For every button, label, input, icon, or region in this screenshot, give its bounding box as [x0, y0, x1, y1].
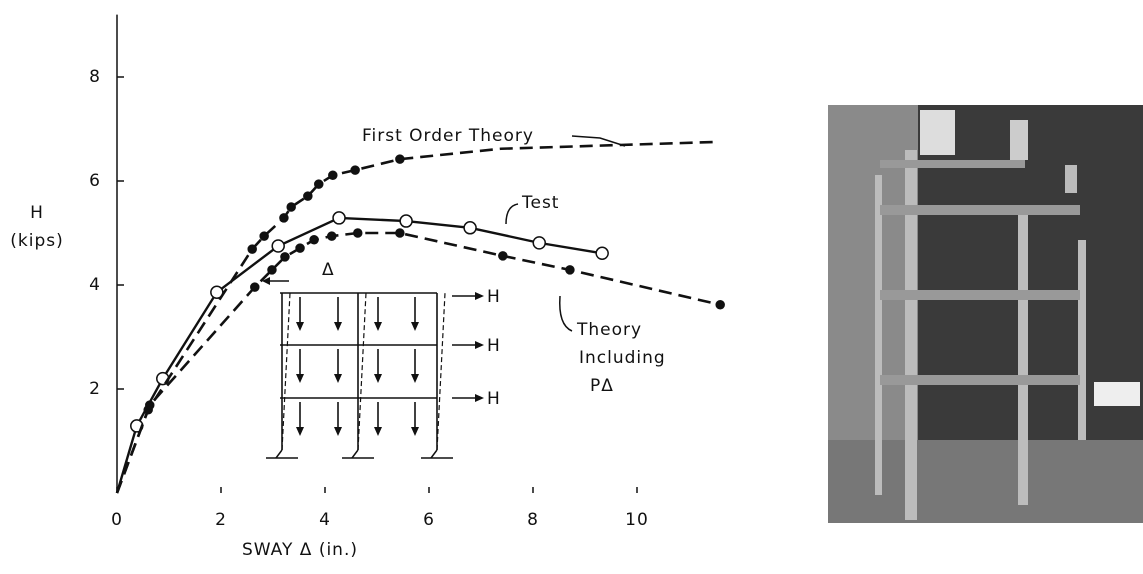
data-point — [533, 237, 545, 249]
y-tick-label: 6 — [89, 171, 101, 191]
data-point — [566, 266, 574, 274]
y-tick-label: 2 — [89, 379, 101, 399]
data-point — [304, 192, 312, 200]
data-point — [396, 155, 404, 163]
data-point — [464, 222, 476, 234]
series-line — [117, 218, 602, 493]
data-point — [596, 247, 608, 259]
delta-label: Δ — [322, 260, 335, 280]
frame-diagram: Δ H H H — [262, 260, 501, 458]
data-point — [310, 236, 318, 244]
x-tick-label: 0 — [111, 510, 123, 530]
data-point — [328, 232, 336, 240]
x-tick-label: 6 — [423, 510, 435, 530]
x-tick-label: 2 — [215, 510, 227, 530]
axis-labels: SWAY Δ (in.) H (kips) — [10, 203, 358, 560]
data-point — [315, 180, 323, 188]
data-point — [268, 266, 276, 274]
data-point — [499, 252, 507, 260]
data-point — [260, 232, 268, 240]
load-label: H — [487, 287, 501, 307]
y-tick-label: 4 — [89, 275, 101, 295]
series-label: First Order Theory — [362, 126, 534, 146]
data-point — [296, 244, 304, 252]
data-point — [272, 240, 284, 252]
x-tick-label: 4 — [319, 510, 331, 530]
data-point — [146, 401, 154, 409]
y-axis-label: H — [30, 203, 44, 223]
data-point — [400, 215, 412, 227]
data-point — [280, 214, 288, 222]
data-point — [716, 301, 724, 309]
figure: SWAY Δ (in.) H (kips) Δ H H H — [0, 0, 1143, 574]
load-label: H — [487, 336, 501, 356]
data-point — [281, 253, 289, 261]
x-tick-label: 10 — [625, 510, 649, 530]
photo — [828, 105, 1143, 523]
y-tick-label: 8 — [89, 67, 101, 87]
y-axis-label: (kips) — [10, 231, 63, 251]
series-label: Including — [579, 348, 666, 368]
data-point — [329, 171, 337, 179]
load-label: H — [487, 389, 501, 409]
leaders — [506, 136, 625, 331]
x-axis-label: SWAY Δ (in.) — [242, 540, 358, 560]
series-label: Theory — [576, 320, 642, 340]
data-point — [248, 245, 256, 253]
series-line — [117, 142, 715, 493]
series-label: Test — [521, 193, 559, 213]
data-point — [251, 283, 259, 291]
data-point — [351, 166, 359, 174]
data-point — [396, 229, 404, 237]
x-tick-label: 8 — [527, 510, 539, 530]
series-label: PΔ — [590, 376, 614, 396]
data-point — [287, 203, 295, 211]
data-point — [354, 229, 362, 237]
data-point — [333, 212, 345, 224]
